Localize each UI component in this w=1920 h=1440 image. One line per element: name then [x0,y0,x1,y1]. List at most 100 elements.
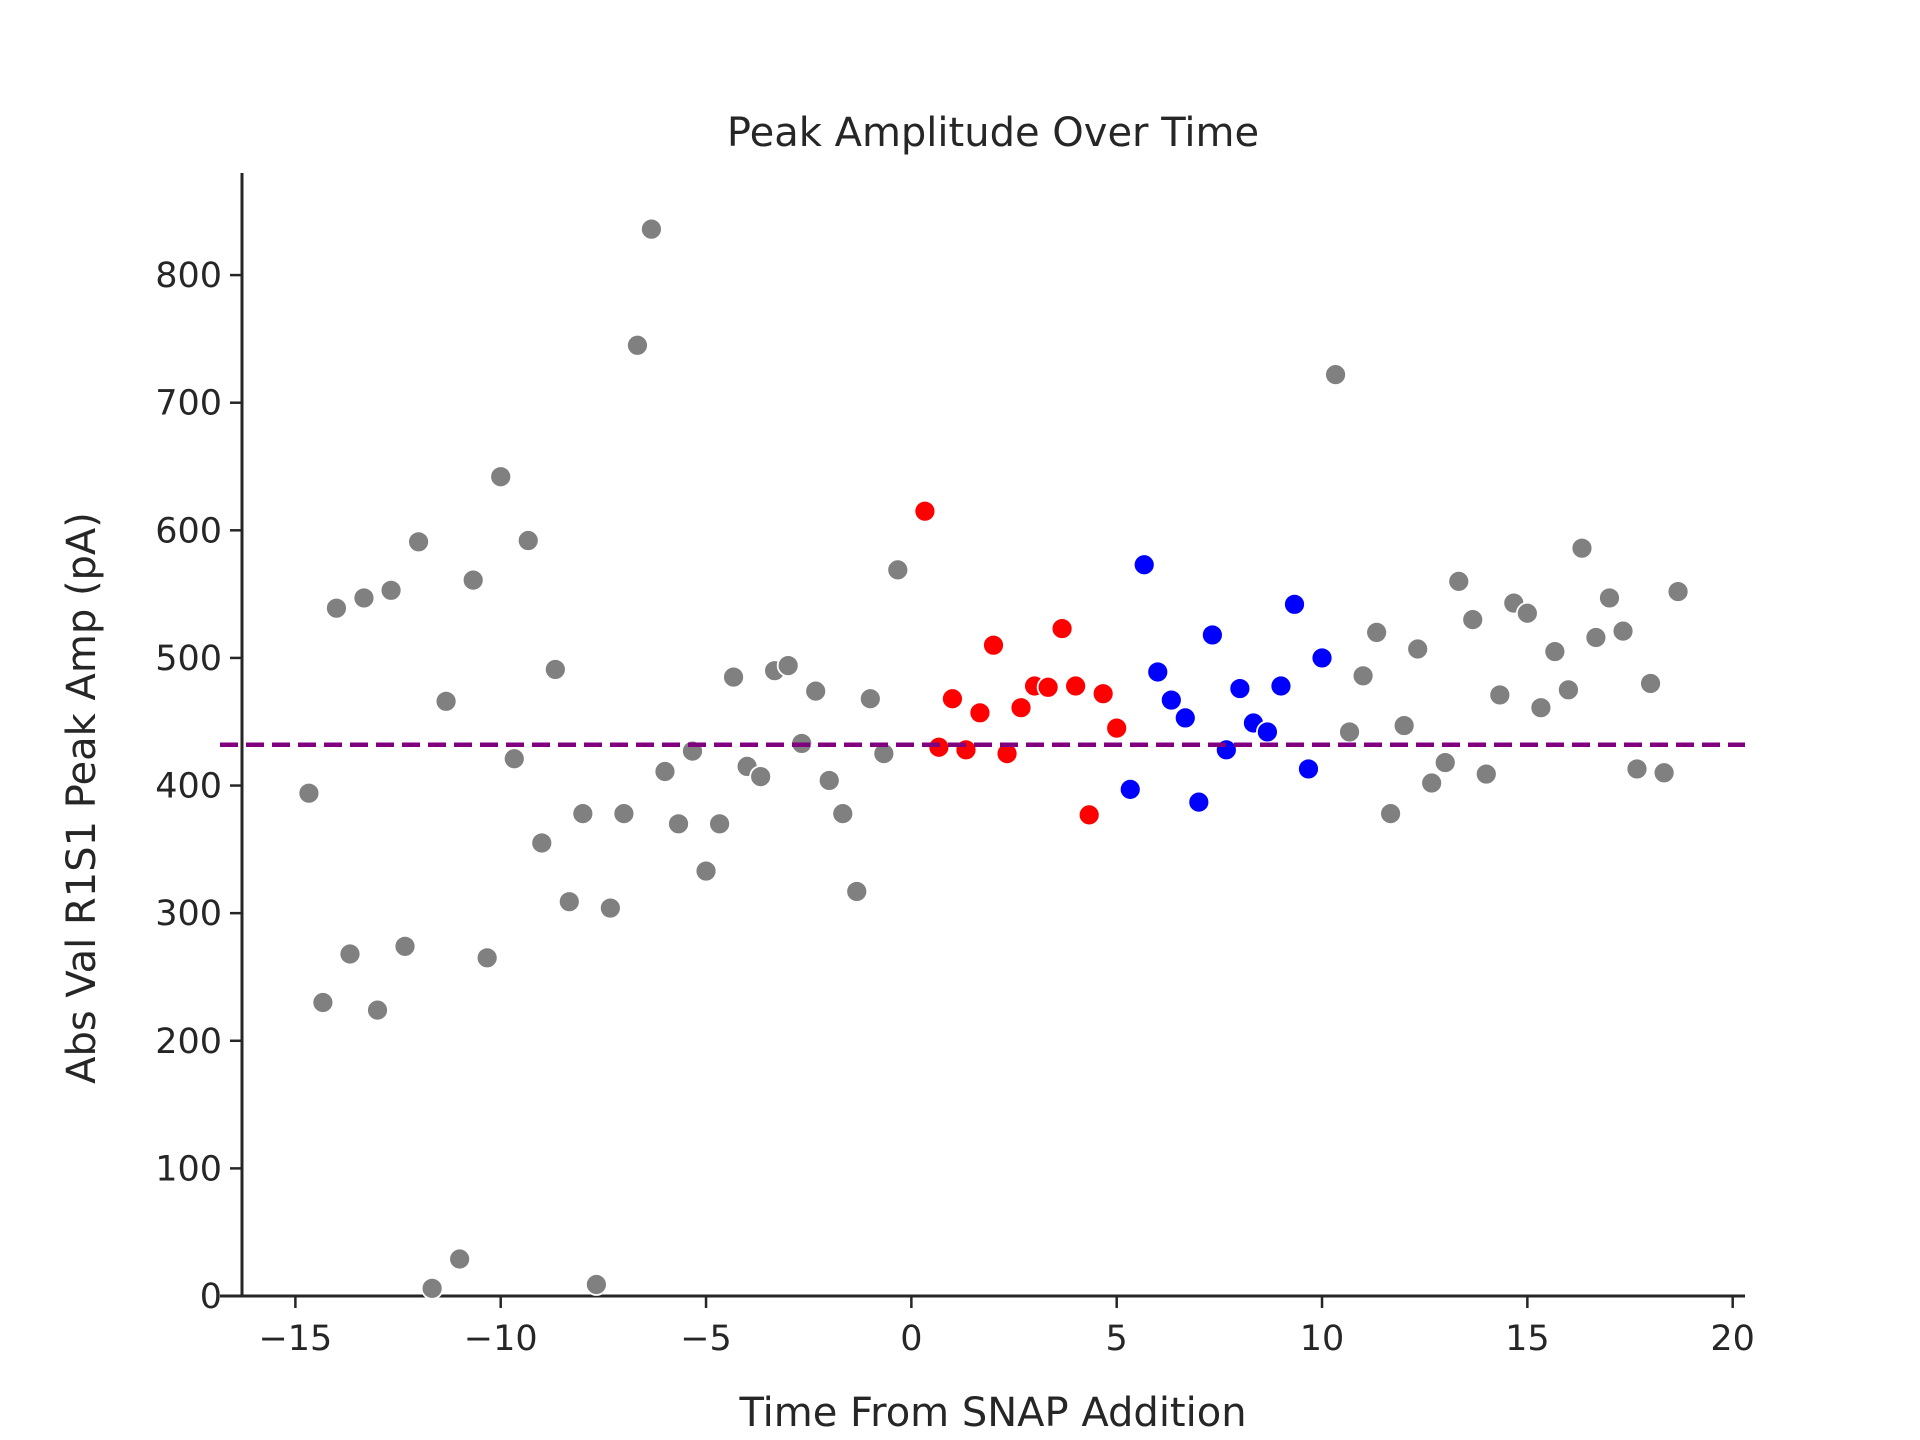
data-point [982,633,1005,657]
x-tick-label: 20 [1710,1319,1755,1359]
data-point [968,701,992,725]
data-point [1611,619,1635,643]
data-point [379,578,403,602]
data-point [571,802,595,826]
data-point [722,665,745,689]
data-point [311,991,335,1014]
data-point [1077,803,1101,827]
data-point [1105,716,1129,740]
data-point [448,1247,472,1271]
data-point [530,831,554,855]
data-point [420,1276,444,1300]
y-axis-title: Abs Val R1S1 Peak Amp (pA) [59,512,105,1084]
data-point [352,586,376,610]
data-point [913,499,937,523]
data-point [1338,720,1361,744]
data-point [1256,720,1279,744]
data-point [325,596,348,620]
data-point [407,530,430,554]
data-point [845,880,869,903]
data-point [831,802,855,826]
data-point [1200,623,1224,647]
data-point [1324,363,1347,387]
data-points [297,217,1690,1300]
data-point [1461,608,1485,632]
data-point [776,654,800,677]
data-point [1639,672,1662,695]
data-point [804,679,828,703]
data-point [640,217,663,241]
data-point [1132,553,1156,577]
data-point [1091,682,1115,706]
y-axis: 0 100 200 300 400 500 600 700 800 [155,173,244,1317]
data-point [1406,637,1430,661]
data-point [1187,790,1211,814]
data-point [502,747,526,771]
y-tick-label: 200 [155,1022,222,1062]
data-point [749,765,773,789]
data-point [1351,664,1375,688]
data-point [941,687,964,711]
data-point [475,946,499,970]
data-point [1118,777,1142,801]
data-point [1488,683,1512,707]
data-point [461,568,485,592]
data-point [612,802,636,826]
y-tick-label: 700 [155,384,222,424]
data-point [817,769,841,792]
data-point [626,333,649,357]
x-tick-label: −10 [464,1319,538,1359]
data-point [1379,802,1403,826]
data-point [1474,762,1498,786]
y-tick-label: 400 [155,767,222,807]
x-tick-label: 5 [1106,1319,1128,1359]
y-tick-label: 0 [200,1277,222,1317]
data-point [1392,714,1416,737]
data-point [1625,757,1649,781]
data-point [1036,675,1060,699]
data-point [297,781,321,805]
data-point [1009,696,1033,720]
x-axis-title: Time From SNAP Addition [738,1390,1246,1436]
data-point [489,465,513,489]
data-point [1570,536,1594,560]
data-point [1515,601,1539,625]
data-point [858,687,882,711]
data-point [1557,678,1580,702]
data-point [516,529,540,552]
data-point [557,890,581,914]
data-point [1666,580,1690,603]
y-tick-label: 100 [155,1149,222,1189]
data-point [338,942,362,966]
x-axis: −15 −10 −5 0 5 10 15 20 [220,1294,1755,1359]
data-point [1173,706,1197,730]
data-point [434,689,458,713]
chart-title: Peak Amplitude Over Time [727,110,1259,156]
x-tick-label: 15 [1505,1319,1550,1359]
y-tick-label: 600 [155,511,222,551]
data-point [598,896,622,920]
data-point [1283,592,1306,616]
data-point [927,735,951,759]
data-point [1598,586,1621,610]
data-point [1228,677,1252,700]
data-point [1447,569,1471,593]
y-tick-label: 500 [155,639,222,679]
data-point [886,558,910,582]
data-point [1529,696,1553,720]
data-point [653,760,677,783]
y-tick-label: 300 [155,894,222,934]
y-tick-label: 800 [155,256,222,296]
x-tick-label: −5 [680,1319,732,1359]
data-point [584,1273,608,1296]
x-tick-label: 10 [1300,1319,1345,1359]
data-point [1433,751,1457,774]
data-point [1297,757,1320,781]
data-point [1146,660,1170,684]
data-point [1159,688,1183,712]
data-point [1365,621,1389,644]
data-point [393,934,417,958]
data-point [708,812,731,836]
data-point [1584,626,1608,649]
